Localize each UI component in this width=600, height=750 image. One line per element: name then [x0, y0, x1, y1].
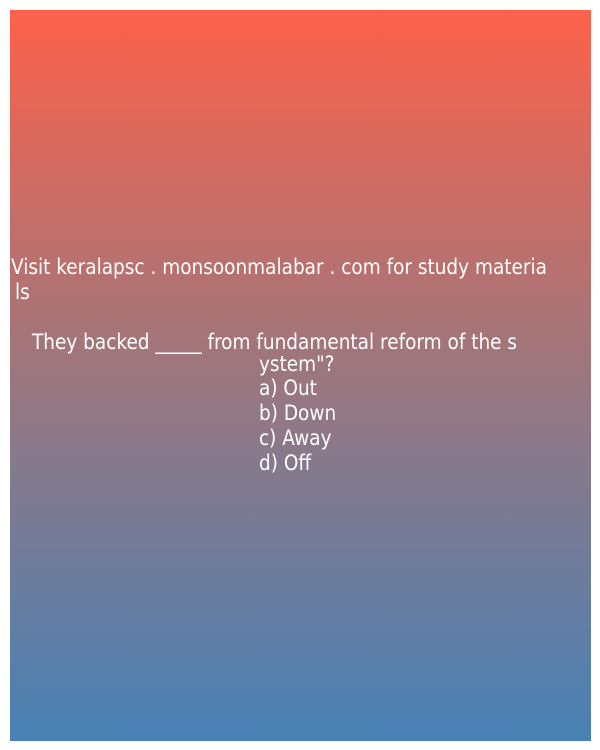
option-b: b) Down	[259, 401, 337, 425]
option-a: a) Out	[259, 376, 317, 400]
question-line-1: They backed _____ from fundamental refor…	[32, 330, 518, 354]
option-c: c) Away	[259, 426, 332, 450]
watermark-line-1: Visit keralapsc . monsoonmalabar . com f…	[11, 255, 547, 279]
watermark-line-2: ls	[15, 280, 30, 304]
option-d: d) Off	[259, 451, 312, 475]
question-card: Visit keralapsc . monsoonmalabar . com f…	[10, 10, 591, 741]
question-line-2: ystem"?	[259, 352, 335, 376]
